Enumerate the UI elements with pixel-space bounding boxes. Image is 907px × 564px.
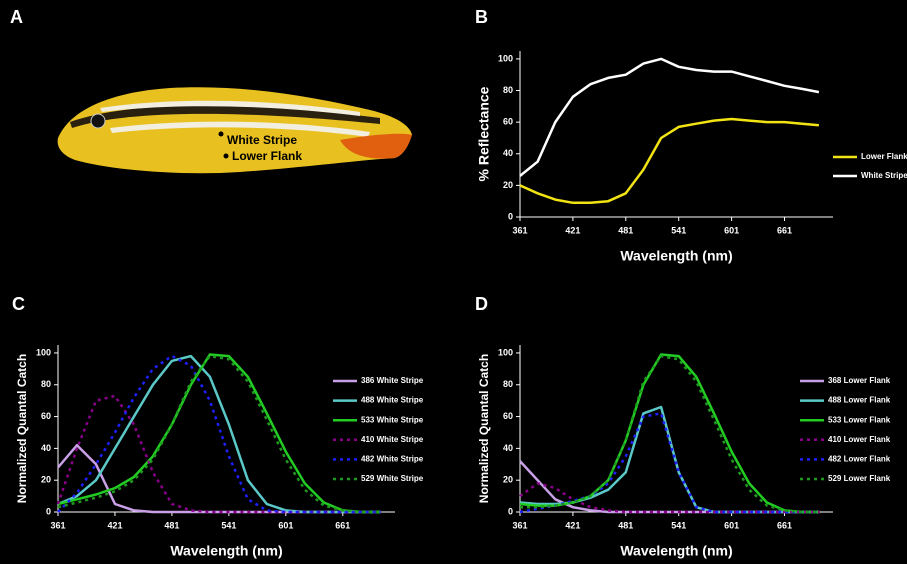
- x-tick-label: 601: [724, 225, 739, 235]
- series-line: [520, 354, 820, 514]
- y-tick-label: 20: [503, 475, 513, 485]
- legend-label: 482 Lower Flank: [828, 455, 891, 464]
- legend-label: 488 White Stripe: [361, 396, 424, 405]
- series-line: [519, 117, 820, 205]
- x-tick-label: 361: [512, 225, 527, 235]
- legend-label: 533 White Stripe: [361, 415, 424, 424]
- x-tick-label: 361: [512, 520, 527, 530]
- legend-label: 529 White Stripe: [361, 474, 424, 483]
- x-tick-label: 421: [565, 520, 580, 530]
- y-tick-label: 80: [41, 379, 51, 389]
- y-tick-label: 40: [503, 148, 513, 158]
- fish-illustration: [57, 87, 413, 174]
- series-line: [519, 482, 820, 514]
- legend-label: 410 White Stripe: [361, 435, 424, 444]
- x-tick-label: 541: [671, 520, 686, 530]
- x-tick-label: 541: [671, 225, 686, 235]
- x-tick-label: 661: [335, 520, 350, 530]
- y-tick-label: 40: [41, 443, 51, 453]
- legend-label: 410 Lower Flank: [828, 435, 891, 444]
- x-axis-title: Wavelength (nm): [620, 543, 732, 559]
- y-tick-label: 60: [503, 117, 513, 127]
- legend-label: 368 Lower Flank: [828, 376, 891, 385]
- y-tick-label: 80: [503, 85, 513, 95]
- y-tick-label: 0: [508, 506, 513, 516]
- x-tick-label: 661: [777, 225, 792, 235]
- legend-label: 482 White Stripe: [361, 455, 424, 464]
- y-tick-label: 100: [36, 347, 51, 357]
- x-tick-label: 421: [107, 520, 122, 530]
- y-tick-label: 60: [41, 411, 51, 421]
- legend-label: 533 Lower Flank: [828, 415, 891, 424]
- annotation: Lower Flank: [232, 149, 302, 163]
- y-tick-label: 40: [503, 443, 513, 453]
- y-tick-label: 0: [46, 506, 51, 516]
- x-tick-label: 421: [565, 225, 580, 235]
- y-tick-label: 100: [498, 347, 513, 357]
- series-line: [56, 394, 381, 514]
- series-line: [519, 412, 820, 514]
- y-tick-label: 20: [41, 475, 51, 485]
- x-tick-label: 481: [618, 225, 633, 235]
- x-tick-label: 541: [221, 520, 236, 530]
- series-line: [519, 57, 820, 177]
- x-tick-label: 601: [278, 520, 293, 530]
- y-tick-label: 0: [508, 211, 513, 221]
- panel-label: C: [12, 294, 25, 314]
- y-axis-title: Normalized Quantal Catch: [477, 354, 491, 503]
- panel-label: A: [10, 7, 23, 27]
- y-tick-label: 20: [503, 180, 513, 190]
- x-tick-label: 481: [164, 520, 179, 530]
- y-axis-title: Normalized Quantal Catch: [15, 354, 29, 503]
- series-line: [57, 353, 381, 514]
- y-tick-label: 100: [498, 53, 513, 63]
- y-tick-label: 60: [503, 411, 513, 421]
- legend-label: 529 Lower Flank: [828, 474, 891, 483]
- legend-label: 386 White Stripe: [361, 376, 424, 385]
- series-line: [57, 354, 381, 514]
- panel-label: D: [475, 294, 488, 314]
- legend-label: White Stripe: [861, 171, 907, 180]
- annotation: White Stripe: [227, 133, 297, 147]
- panel-label: B: [475, 7, 488, 27]
- legend-label: Lower Flank: [861, 152, 907, 161]
- x-tick-label: 481: [618, 520, 633, 530]
- y-axis-title: % Reflectance: [476, 86, 492, 181]
- x-tick-label: 601: [724, 520, 739, 530]
- x-tick-label: 661: [777, 520, 792, 530]
- x-axis-title: Wavelength (nm): [170, 543, 282, 559]
- legend-label: 488 Lower Flank: [828, 396, 891, 405]
- x-tick-label: 361: [50, 520, 65, 530]
- y-tick-label: 80: [503, 379, 513, 389]
- x-axis-title: Wavelength (nm): [620, 248, 732, 264]
